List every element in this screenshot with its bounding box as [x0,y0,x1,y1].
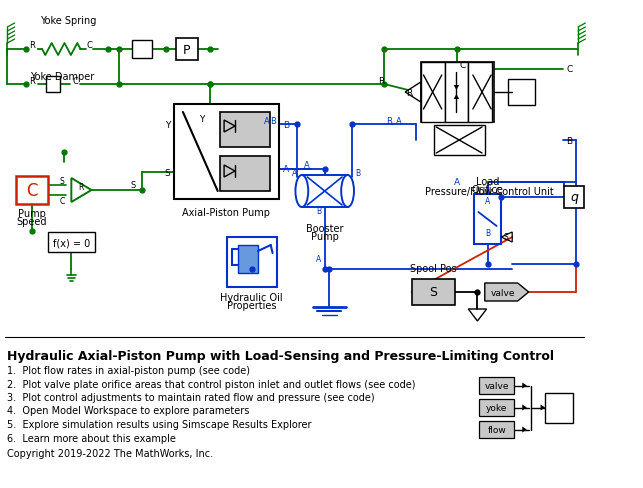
Bar [238,245,258,273]
Text: C: C [26,182,38,200]
Text: Speed: Speed [17,217,48,226]
Bar [174,105,279,200]
Ellipse shape [295,176,308,207]
Text: S: S [430,286,437,299]
Text: q: q [570,191,578,204]
Bar [444,63,468,123]
Text: A: A [454,178,460,186]
Text: yoke: yoke [486,403,507,412]
Bar [421,63,494,123]
Bar [46,77,60,93]
Text: 4.  Open Model Workspace to explore parameters: 4. Open Model Workspace to explore param… [7,406,249,416]
Ellipse shape [341,176,354,207]
Polygon shape [522,405,527,411]
Text: Y: Y [199,115,205,124]
Text: R: R [78,182,83,191]
Text: Yoke Spring: Yoke Spring [41,16,97,26]
Bar [479,377,514,394]
Bar [479,421,514,438]
Text: Pump: Pump [311,231,339,242]
Text: B: B [485,228,490,237]
Text: Pressure/Flow Control Unit: Pressure/Flow Control Unit [425,186,554,197]
Text: R: R [378,76,384,85]
Text: R: R [29,41,35,50]
Text: C: C [60,196,65,205]
Text: valve: valve [484,381,509,390]
Text: A: A [485,196,490,205]
Polygon shape [541,405,545,411]
Text: Spool Pos: Spool Pos [410,264,457,273]
Text: 1.  Plot flow rates in axial-piston pump (see code): 1. Plot flow rates in axial-piston pump … [7,365,250,375]
Text: C: C [87,41,93,50]
Text: B: B [566,136,572,145]
Text: B: B [270,116,276,125]
Text: Pump: Pump [18,208,46,219]
Text: Copyright 2019-2022 The MathWorks, Inc.: Copyright 2019-2022 The MathWorks, Inc. [7,448,213,458]
Bar [421,63,444,123]
Bar [132,41,152,59]
Text: f(x) = 0: f(x) = 0 [53,238,90,247]
Bar [219,113,270,148]
Text: A: A [304,161,310,170]
Text: S: S [60,177,64,186]
Text: B: B [386,116,392,125]
Bar [474,195,502,244]
Text: C: C [73,76,79,85]
Text: Load: Load [476,177,499,186]
Bar [302,176,348,207]
Polygon shape [522,427,527,433]
Text: valve: valve [491,288,515,297]
Bar [227,238,277,287]
Bar [468,63,492,123]
Text: 5.  Explore simulation results using Simscape Results Explorer: 5. Explore simulation results using Sims… [7,419,312,429]
Text: Y: Y [165,120,170,129]
Polygon shape [405,83,421,103]
Text: C: C [459,61,466,70]
Bar [435,126,485,156]
Text: R: R [29,76,35,85]
Text: 6.  Learn more about this example: 6. Learn more about this example [7,433,176,443]
Text: Axial-Piston Pump: Axial-Piston Pump [182,207,270,218]
Text: P: P [183,43,190,57]
Text: B: B [283,120,289,129]
Bar [17,177,48,204]
Text: S: S [504,233,509,242]
Polygon shape [522,383,527,389]
Text: Hydraulic Oil: Hydraulic Oil [220,292,283,303]
Text: C: C [566,65,572,74]
Text: 2.  Plot valve plate orifice areas that control piston inlet and outlet flows (s: 2. Plot valve plate orifice areas that c… [7,379,416,389]
Polygon shape [454,95,459,100]
Text: S: S [165,168,170,177]
Text: A: A [283,165,289,174]
Text: flow: flow [487,425,506,434]
Text: A: A [316,255,321,264]
Text: Booster: Booster [306,224,343,234]
Bar [479,399,514,416]
Text: A: A [292,169,297,178]
Bar [219,157,270,192]
Text: A: A [396,116,402,125]
Text: Hydraulic Axial-Piston Pump with Load-Sensing and Pressure-Limiting Control: Hydraulic Axial-Piston Pump with Load-Se… [7,349,554,362]
Bar [565,186,584,208]
Bar [412,280,455,305]
Bar [545,393,572,423]
Polygon shape [454,86,459,91]
Polygon shape [485,284,529,302]
Bar [48,232,95,252]
Bar [507,80,535,106]
Text: Orifice: Orifice [471,184,503,195]
Text: 3.  Plot control adjustments to maintain rated flow and pressure (see code): 3. Plot control adjustments to maintain … [7,392,375,402]
Text: S: S [130,181,136,190]
Text: Yoke Damper: Yoke Damper [30,72,95,82]
Text: B: B [355,169,360,178]
Text: B: B [316,206,321,215]
Bar [176,39,197,61]
Text: R: R [406,88,413,97]
Text: Properties: Properties [227,301,276,310]
Text: A: A [264,116,270,125]
